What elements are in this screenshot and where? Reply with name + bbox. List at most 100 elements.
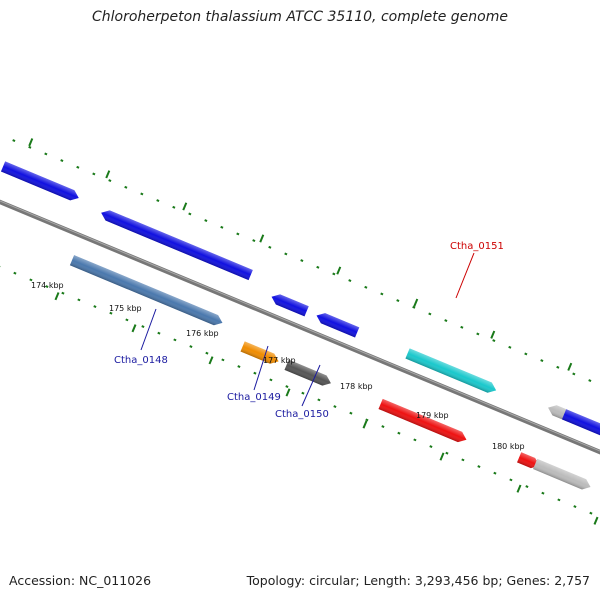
- tick-mark: [461, 458, 465, 462]
- tick-mark: [509, 478, 513, 482]
- backbone-line: [0, 199, 600, 455]
- tick-mark: [45, 285, 49, 288]
- gene-label-ctha_0150[interactable]: Ctha_0150: [275, 409, 329, 420]
- tick-mark: [205, 351, 209, 355]
- inner-tick-ring: [0, 265, 599, 525]
- tick-mark: [61, 291, 65, 295]
- major-tick-mark: [182, 202, 188, 211]
- tick-mark: [173, 338, 177, 342]
- tick-mark: [204, 219, 208, 223]
- gene-ctha_0151[interactable]: [405, 348, 498, 395]
- tick-mark: [12, 139, 16, 143]
- label-leader-line: [140, 308, 157, 351]
- tick-mark: [285, 385, 289, 388]
- tick-mark: [109, 311, 113, 315]
- major-tick-mark: [28, 138, 34, 147]
- topology-text: Topology: circular; Length: 3,293,456 bp…: [246, 573, 590, 588]
- label-leader-line: [301, 364, 321, 407]
- tick-mark: [557, 498, 561, 502]
- major-tick-mark: [285, 388, 291, 397]
- major-tick-mark: [413, 298, 419, 307]
- tick-mark: [397, 431, 401, 435]
- tick-mark: [252, 239, 256, 243]
- tick-mark: [428, 312, 432, 316]
- kbp-label: 176 kbp: [186, 329, 219, 338]
- tick-mark: [445, 451, 449, 455]
- kbp-label: 174 kbp: [31, 281, 64, 290]
- gene-arrow[interactable]: [99, 208, 253, 281]
- gene-arrow[interactable]: [533, 458, 593, 492]
- tick-mark: [381, 425, 385, 428]
- label-leader-line: [455, 252, 475, 299]
- tick-mark: [348, 279, 352, 283]
- tick-mark: [333, 405, 337, 408]
- tick-mark: [332, 272, 336, 276]
- gene-arrow[interactable]: [269, 292, 309, 317]
- tick-mark: [157, 331, 161, 335]
- map-title: Chloroherpeton thalassium ATCC 35110, co…: [92, 9, 508, 25]
- tick-mark: [317, 398, 321, 402]
- tick-mark: [141, 325, 145, 328]
- tick-mark: [540, 359, 544, 363]
- tick-mark: [301, 391, 305, 395]
- major-tick-mark: [439, 452, 445, 461]
- tick-mark: [77, 298, 81, 302]
- outer-tick-ring: [12, 138, 592, 383]
- major-tick-mark: [593, 516, 599, 525]
- kbp-label: 177 kbp: [263, 356, 296, 365]
- tick-mark: [444, 319, 448, 323]
- gene-features: [0, 161, 600, 492]
- genome-backbone: [0, 199, 600, 455]
- major-tick-mark: [131, 324, 137, 333]
- gene-ctha_0150[interactable]: [284, 359, 334, 389]
- tick-mark: [364, 285, 368, 289]
- gene-arrow[interactable]: [561, 409, 600, 442]
- major-tick-mark: [490, 330, 496, 339]
- tick-mark: [236, 232, 240, 236]
- major-tick-mark: [362, 420, 368, 429]
- tick-mark: [220, 225, 224, 229]
- gene-arrow[interactable]: [378, 398, 469, 445]
- tick-mark: [108, 179, 112, 183]
- tick-mark: [300, 259, 304, 263]
- tick-mark: [460, 325, 464, 329]
- gene-ctha_0149[interactable]: [240, 341, 281, 366]
- gene-label-ctha_0148[interactable]: Ctha_0148: [114, 355, 168, 366]
- tick-mark: [125, 318, 129, 322]
- kbp-label: 175 kbp: [109, 304, 142, 313]
- tick-mark: [28, 145, 32, 149]
- tick-mark: [316, 265, 320, 269]
- tick-mark: [508, 345, 512, 349]
- tick-mark: [268, 245, 272, 249]
- tick-mark: [237, 365, 241, 368]
- gene-labels: Ctha_0148 Ctha_0149 Ctha_0150 Ctha_0151: [114, 241, 504, 420]
- tick-mark: [124, 185, 128, 189]
- tick-mark: [380, 292, 384, 296]
- tick-mark: [156, 199, 160, 203]
- kbp-label: 180 kbp: [492, 442, 525, 451]
- tick-mark: [44, 152, 48, 156]
- tick-mark: [476, 332, 480, 336]
- tick-mark: [477, 465, 481, 468]
- kbp-label: 178 kbp: [340, 382, 373, 391]
- tick-mark: [189, 345, 193, 348]
- tick-mark: [588, 379, 592, 383]
- gene-label-ctha_0149[interactable]: Ctha_0149: [227, 392, 281, 403]
- tick-mark: [284, 252, 288, 256]
- gene-arrow[interactable]: [517, 452, 542, 471]
- gene-ctha_0148[interactable]: [69, 255, 225, 328]
- tick-mark: [349, 411, 353, 415]
- gene-arrow[interactable]: [314, 310, 360, 338]
- tick-mark: [29, 278, 33, 282]
- tick-mark: [253, 371, 257, 375]
- gene-arrow[interactable]: [0, 161, 81, 203]
- label-leader-line: [253, 345, 269, 391]
- tick-mark: [573, 505, 577, 508]
- tick-mark: [556, 365, 560, 369]
- tick-mark: [140, 192, 144, 196]
- tick-mark: [525, 485, 529, 488]
- tick-mark: [492, 339, 496, 343]
- gene-label-ctha_0151[interactable]: Ctha_0151: [450, 241, 504, 252]
- major-tick-mark: [336, 266, 342, 275]
